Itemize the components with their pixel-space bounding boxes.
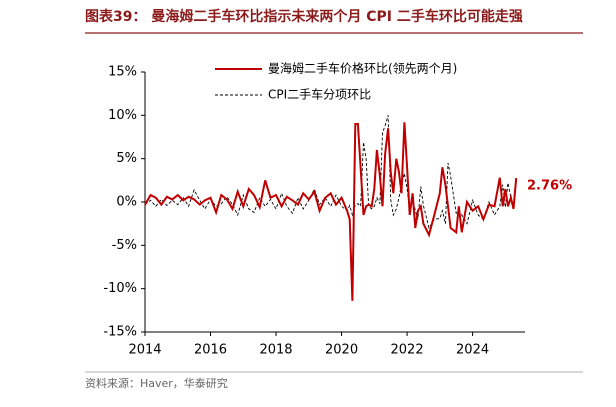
x-tick-label: 2018 xyxy=(259,343,292,358)
x-tick-label: 2020 xyxy=(325,343,358,358)
y-tick-label: 5% xyxy=(116,151,137,166)
source: 资料来源：Haver，华泰研究 xyxy=(85,376,228,390)
series-line xyxy=(144,122,518,301)
chart-title: 图表39： 曼海姆二手车环比指示未来两个月 CPI 二手车环比可能走强 xyxy=(85,8,523,25)
annotation: 2.76% xyxy=(527,179,572,194)
y-tick-label: -15% xyxy=(103,325,137,340)
y-tick-label: 10% xyxy=(108,108,137,123)
series-line xyxy=(144,115,514,230)
y-tick-label: 15% xyxy=(108,65,137,80)
y-tick-label: -5% xyxy=(112,238,137,253)
x-tick-label: 2014 xyxy=(128,343,161,358)
legend-label: CPI二手车分项环比 xyxy=(268,87,371,102)
x-tick-label: 2016 xyxy=(194,343,227,358)
x-tick-label: 2024 xyxy=(456,343,489,358)
legend-label: 曼海姆二手车价格环比(领先两个月) xyxy=(268,61,457,76)
y-tick-label: 0% xyxy=(116,195,137,210)
y-tick-label: -10% xyxy=(103,281,137,296)
x-tick-label: 2022 xyxy=(391,343,424,358)
